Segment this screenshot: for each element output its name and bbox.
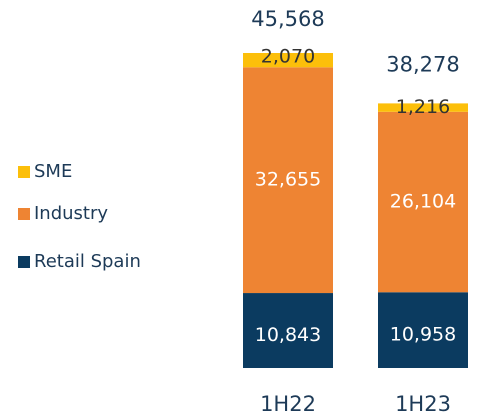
value-label: 10,958 <box>390 324 456 346</box>
legend-swatch <box>18 208 30 220</box>
x-tick-label: 1H23 <box>395 392 451 416</box>
bar-segment <box>378 292 468 368</box>
bar-segment <box>378 103 468 112</box>
total-label: 45,568 <box>251 7 324 31</box>
value-label: 2,070 <box>261 46 315 68</box>
x-tick-label: 1H22 <box>260 392 316 416</box>
legend-swatch <box>18 256 30 268</box>
bar-segment <box>378 111 468 293</box>
legend-label: SME <box>34 161 72 182</box>
bar-segment <box>243 293 333 368</box>
value-label: 32,655 <box>255 169 321 191</box>
legend-label: Industry <box>34 203 108 224</box>
legend-label: Retail Spain <box>34 251 141 272</box>
value-label: 10,843 <box>255 324 321 346</box>
bar-segment <box>243 53 333 68</box>
value-label: 26,104 <box>390 191 456 213</box>
bar-segment <box>243 67 333 294</box>
legend-swatch <box>18 166 30 178</box>
total-label: 38,278 <box>386 52 459 76</box>
value-label: 1,216 <box>396 96 450 118</box>
